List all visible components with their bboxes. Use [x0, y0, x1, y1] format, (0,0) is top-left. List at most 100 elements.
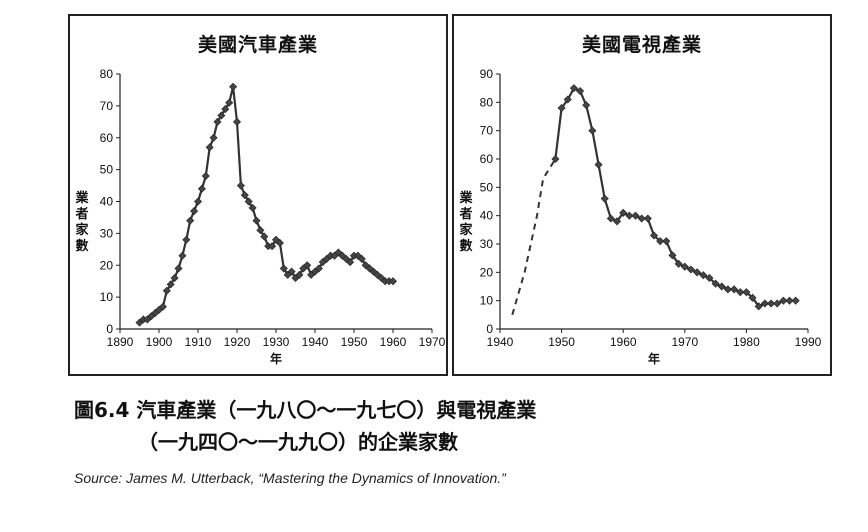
- tv-series-line-0: [511, 158, 557, 316]
- tv-series-line-1: [554, 87, 796, 308]
- tv-data-point: [613, 217, 622, 226]
- auto-data-point: [229, 82, 238, 91]
- auto-x-tick-label: 1910: [185, 335, 212, 349]
- tv-data-point: [748, 293, 757, 302]
- tv-data-point: [705, 273, 714, 283]
- tv-data-point: [767, 299, 776, 308]
- tv-data-point: [730, 285, 739, 294]
- tv-y-tick-label: 60: [480, 152, 494, 166]
- auto-data-point: [201, 171, 210, 181]
- auto-data-point: [170, 273, 179, 283]
- auto-data-point: [252, 216, 261, 225]
- auto-x-tick-label: 1900: [146, 335, 173, 349]
- tv-x-tick-label: 1980: [733, 335, 760, 349]
- tv-data-point: [625, 211, 634, 220]
- tv-x-tick-label: 1940: [487, 335, 514, 349]
- tv-data-point: [736, 288, 745, 297]
- tv-plot: 0 10 20 30 40 50 60 70 80 90 1940 1950 1960 1970 1980 1…: [480, 67, 822, 366]
- tv-data-point: [779, 296, 788, 305]
- auto-x-tick-label: 1940: [302, 335, 329, 349]
- auto-data-point: [186, 216, 195, 225]
- auto-y-tick-label: 10: [100, 290, 114, 304]
- auto-data-point: [158, 302, 167, 311]
- auto-data-point: [334, 248, 343, 257]
- tv-x-tick-label: 1960: [610, 335, 637, 349]
- auto-data-point: [279, 264, 288, 273]
- tv-data-point: [711, 279, 720, 288]
- tv-data-point: [680, 262, 689, 271]
- tv-y-axis-label: 業者家數: [459, 191, 473, 254]
- tv-data-point: [773, 299, 782, 308]
- tv-data-point: [717, 282, 726, 291]
- auto-data-point: [314, 264, 323, 273]
- auto-data-point: [338, 251, 347, 260]
- tv-data-point: [662, 237, 671, 246]
- auto-x-tick-label: 1890: [107, 335, 134, 349]
- auto-x-tick-label: 1930: [263, 335, 290, 349]
- tv-data-point: [699, 271, 708, 280]
- tv-y-tick-label: 40: [480, 209, 494, 223]
- tv-data-point: [551, 154, 560, 164]
- figure-source: Source: James M. Utterback, “Mastering t…: [74, 470, 506, 486]
- auto-y-tick-label: 50: [100, 163, 114, 177]
- tv-data-point: [631, 211, 640, 220]
- auto-data-point: [232, 117, 242, 126]
- tv-data-point: [760, 299, 769, 308]
- auto-data-point: [248, 203, 257, 212]
- auto-x-axis-label: 年: [270, 351, 282, 366]
- auto-data-point: [190, 207, 199, 216]
- auto-y-tick-label: 70: [100, 99, 114, 113]
- auto-y-axis-label: 業者家數: [75, 191, 89, 254]
- tv-y-tick-label: 0: [486, 322, 493, 336]
- figure-caption-line1: 圖6.4 汽車產業（一九八〇～一九七〇）與電視產業: [74, 398, 537, 422]
- tv-x-tick-label: 1950: [548, 335, 575, 349]
- auto-data-point: [346, 258, 355, 267]
- auto-data-point: [260, 232, 269, 241]
- tv-data-point: [588, 126, 597, 135]
- auto-chart-title: 美國汽車產業: [197, 34, 318, 56]
- tv-data-point: [576, 86, 585, 96]
- auto-data-point: [240, 191, 249, 200]
- auto-data-point: [353, 251, 362, 260]
- tv-y-tick-label: 90: [480, 67, 494, 81]
- tv-data-point: [742, 288, 751, 297]
- tv-data-point: [594, 160, 603, 169]
- tv-chart-title: 美國電視產業: [581, 34, 702, 56]
- auto-x-tick-label: 1970: [419, 335, 446, 349]
- auto-series-line-0: [138, 85, 393, 324]
- auto-y-tick-label: 30: [100, 226, 114, 240]
- tv-data-point: [637, 214, 646, 223]
- tv-data-point: [557, 103, 566, 113]
- auto-y-tick-label: 40: [100, 195, 114, 209]
- auto-data-point: [205, 143, 214, 152]
- auto-data-point: [357, 254, 366, 263]
- auto-data-point: [182, 235, 191, 244]
- tv-y-tick-label: 80: [480, 95, 494, 109]
- tv-data-point: [791, 296, 800, 305]
- tv-data-point: [754, 302, 763, 311]
- tv-data-point: [582, 101, 591, 110]
- tv-y-tick-label: 20: [480, 265, 494, 279]
- tv-y-tick-label: 50: [480, 180, 494, 194]
- auto-data-point: [217, 111, 226, 120]
- tv-data-point: [668, 251, 677, 260]
- tv-data-point: [674, 259, 683, 268]
- tv-y-tick-label: 70: [480, 124, 494, 138]
- auto-data-point: [256, 226, 265, 235]
- auto-data-point: [197, 184, 206, 193]
- auto-plot: 0 10 20 30 40 50 60 70 80 1890 1900 1910 1920 1930 194…: [100, 67, 446, 366]
- auto-y-tick-label: 20: [100, 258, 114, 272]
- tv-data-point: [600, 194, 609, 203]
- tv-x-axis-label: 年: [648, 351, 660, 366]
- auto-data-point: [213, 117, 222, 126]
- auto-data-point: [365, 264, 374, 273]
- auto-data-point: [178, 251, 187, 260]
- auto-data-point: [295, 270, 304, 279]
- tv-data-point: [693, 268, 702, 277]
- auto-data-point: [268, 242, 277, 251]
- auto-data-point: [221, 105, 230, 114]
- auto-data-point: [275, 238, 284, 247]
- figure-caption-line2: （一九四〇～一九九〇）的企業家數: [138, 430, 458, 454]
- tv-y-tick-label: 10: [480, 294, 494, 308]
- tv-data-point: [569, 84, 578, 93]
